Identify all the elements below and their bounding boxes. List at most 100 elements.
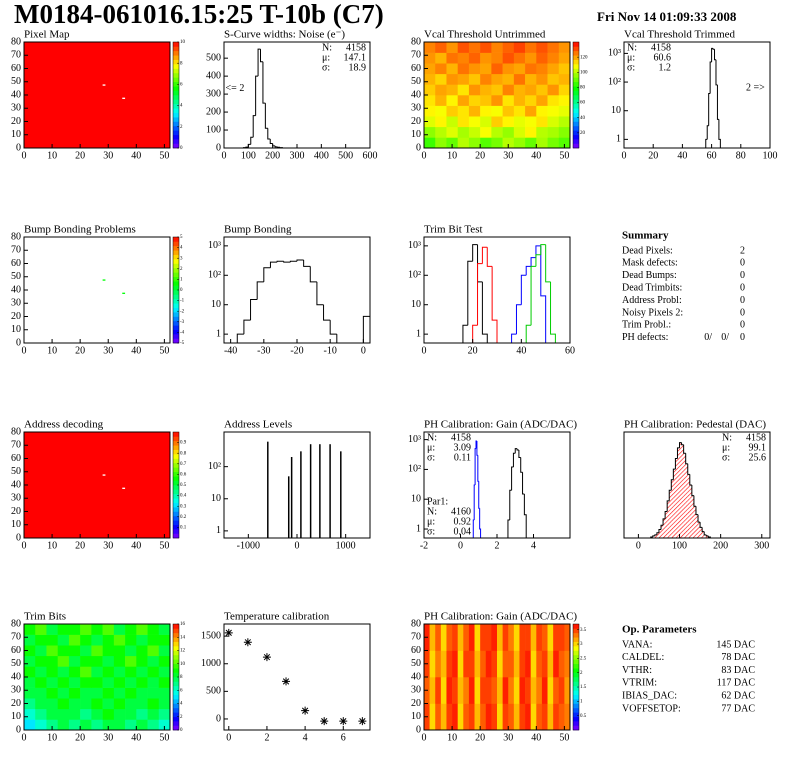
heatmap-cell: [57, 645, 70, 657]
y-tick-label: 1: [216, 525, 221, 536]
heatmap-cell: [457, 73, 470, 85]
heatmap-cell: [536, 126, 548, 138]
x-tick-label: 0: [422, 732, 427, 743]
color-bar-label: 0.3: [180, 504, 187, 509]
y-tick-label: 60: [411, 63, 421, 74]
histogram-bin: [491, 266, 498, 343]
y-tick-label: 30: [411, 103, 421, 114]
x-tick-label: 0: [422, 150, 427, 161]
heatmap-cell: [46, 708, 58, 720]
color-bar-label: 20: [580, 131, 586, 136]
heatmap-cell: [24, 687, 36, 699]
histogram-bin: [269, 261, 278, 268]
color-bar-step: [573, 139, 579, 144]
x-tick-label: 6: [341, 732, 346, 743]
heatmap-cell: [125, 634, 137, 646]
heatmap-cell: [519, 703, 526, 731]
heatmap-cell: [547, 95, 560, 106]
color-bar-step: [173, 520, 179, 526]
x-tick-label: 30: [503, 150, 513, 161]
color-bar-step: [573, 103, 579, 109]
y-tick-label: 500: [206, 52, 221, 63]
color-bar-step: [173, 285, 179, 291]
x-tick-label: 30: [103, 540, 113, 551]
heatmap-cell: [502, 73, 515, 85]
color-bar-step: [173, 690, 179, 695]
heatmap-cell: [102, 677, 115, 688]
stats-label: σ:: [722, 452, 730, 463]
heatmap-cell: [457, 95, 470, 106]
x-tick-label: 40: [531, 732, 541, 743]
heatmap-cell: [91, 698, 103, 710]
heatmap-fill: [24, 432, 170, 538]
color-bar-step: [173, 445, 179, 450]
heatmap-cell: [513, 116, 526, 128]
color-bar-step: [173, 103, 179, 109]
color-bar-label: 2: [180, 267, 183, 272]
histogram-bin: [516, 448, 519, 451]
heatmap-cell: [147, 666, 160, 678]
heatmap-cell: [502, 624, 509, 651]
color-bar-label: 2: [180, 125, 183, 130]
histogram-bin: [303, 260, 311, 267]
histogram-bin: [535, 245, 541, 258]
y-tick-label: 20: [11, 506, 21, 517]
color-bar-step: [573, 628, 579, 634]
color-bar-step: [173, 272, 179, 278]
x-tick-label: 30: [103, 150, 113, 161]
color-bar-label: 0.4: [180, 494, 187, 499]
y-tick-label: 10: [211, 299, 221, 310]
pixel: [102, 84, 106, 86]
histogram-bin: [658, 529, 662, 533]
heatmap-cell: [125, 698, 137, 710]
color-bar-step: [173, 498, 179, 503]
parameter-value: 78 DAC: [721, 652, 755, 663]
heatmap-cell: [136, 687, 148, 699]
color-bar-label: -4: [180, 331, 185, 336]
y-tick-label: 50: [11, 76, 21, 87]
y-tick-label: 40: [411, 671, 421, 682]
x-tick-label: 20: [468, 345, 478, 356]
color-bar-frame: [172, 41, 180, 149]
star-marker: [243, 638, 252, 647]
heatmap-cell: [530, 650, 537, 678]
summary-label: Mask defects:: [622, 258, 678, 269]
heatmap-cell: [80, 719, 92, 731]
heatmap-cell: [457, 42, 470, 53]
heatmap-cell: [564, 624, 571, 651]
summary-value: 0: [740, 320, 745, 331]
heatmap-cell: [440, 677, 447, 704]
heatmap-cell: [424, 73, 436, 85]
panel-title: S-Curve widths: Noise (e⁻): [224, 29, 345, 41]
heatmap-cell: [446, 703, 453, 731]
color-bar-step: [573, 42, 579, 47]
heatmap-cell: [435, 52, 447, 64]
histogram-bin: [681, 442, 684, 446]
heatmap-cell: [102, 634, 115, 646]
heatmap-cell: [68, 708, 81, 720]
color-bar-step: [173, 281, 179, 286]
heatmap-cell: [147, 698, 160, 710]
histogram-fill: [675, 458, 678, 538]
histogram-bin: [660, 524, 664, 530]
color-bar-step: [173, 112, 179, 118]
color-bar-step: [173, 86, 179, 91]
heatmap-cell: [429, 624, 436, 651]
heatmap-cell: [468, 137, 481, 149]
y-tick-label: 10: [11, 519, 21, 530]
panel-title: Address Levels: [224, 419, 292, 431]
color-bar-step: [173, 533, 179, 539]
histogram-bin: [269, 139, 273, 145]
color-bar-label: 16: [180, 622, 186, 627]
histogram-fill: [681, 444, 684, 538]
stats-value: 99.1: [749, 442, 767, 453]
x-tick-label: 0: [295, 540, 300, 551]
color-bar-step: [573, 95, 579, 100]
heatmap-cell: [502, 95, 515, 106]
histogram-fill: [708, 536, 711, 538]
parameter-label: IBIAS_DAC:: [622, 690, 677, 701]
x-tick-label: 50: [159, 732, 169, 743]
heatmap-cell: [491, 105, 503, 117]
